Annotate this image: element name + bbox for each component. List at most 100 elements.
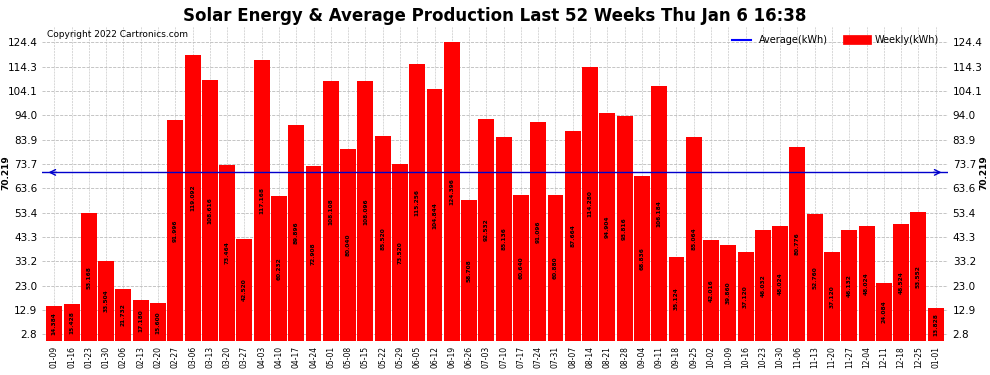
Text: 48.024: 48.024 [864,272,869,295]
Text: 72.908: 72.908 [311,242,316,265]
Text: 93.816: 93.816 [622,217,627,240]
Bar [392,165,408,341]
Bar [444,42,459,341]
Bar [167,120,183,341]
Bar [306,166,322,341]
Bar [63,304,79,341]
Bar [409,64,425,341]
Text: 89.896: 89.896 [294,222,299,245]
Text: 70.219: 70.219 [979,155,989,190]
Bar [531,122,546,341]
Bar [755,231,771,341]
Text: 35.124: 35.124 [674,287,679,310]
Bar [513,195,529,341]
Bar [876,283,892,341]
Bar [807,214,823,341]
Text: 91.996: 91.996 [173,219,178,242]
Bar [617,116,633,341]
Text: 108.616: 108.616 [207,197,212,224]
Text: 15.600: 15.600 [155,311,160,333]
Bar [547,195,563,341]
Bar [341,149,356,341]
Bar [824,252,840,341]
Bar [288,125,304,341]
Text: 53.168: 53.168 [86,266,91,289]
Bar [323,81,339,341]
Bar [858,226,874,341]
Bar [911,212,927,341]
Text: 91.096: 91.096 [536,220,541,243]
Bar [686,137,702,341]
Bar [81,213,97,341]
Text: 87.664: 87.664 [570,224,575,247]
Bar [202,80,218,341]
Text: 33.504: 33.504 [104,290,109,312]
Text: 24.084: 24.084 [881,301,886,323]
Bar [133,300,148,341]
Text: 60.880: 60.880 [553,256,558,279]
Text: 13.828: 13.828 [934,313,939,336]
Text: 37.120: 37.120 [830,285,835,308]
Bar [427,89,443,341]
Bar [703,240,719,341]
Text: 68.836: 68.836 [640,247,644,270]
Text: 60.232: 60.232 [276,257,281,280]
Text: 46.032: 46.032 [760,274,765,297]
Text: 42.520: 42.520 [242,279,247,301]
Text: 94.904: 94.904 [605,216,610,238]
Bar [357,81,373,341]
Bar [789,147,806,341]
Text: 108.108: 108.108 [329,198,334,225]
Text: 42.016: 42.016 [709,279,714,302]
Bar [253,60,269,341]
Text: 53.552: 53.552 [916,265,921,288]
Text: 58.708: 58.708 [466,259,471,282]
Text: 17.180: 17.180 [139,309,144,332]
Bar [893,225,909,341]
Text: 48.024: 48.024 [778,272,783,295]
Text: 80.776: 80.776 [795,232,800,255]
Text: 124.396: 124.396 [449,178,454,205]
Bar [116,289,132,341]
Text: 73.520: 73.520 [397,242,403,264]
Text: 15.428: 15.428 [69,311,74,334]
Text: 115.256: 115.256 [415,189,420,216]
Text: 114.280: 114.280 [587,190,593,217]
Text: 108.096: 108.096 [363,198,368,225]
Text: 92.532: 92.532 [484,219,489,241]
Bar [184,55,201,341]
Bar [634,176,649,341]
Legend: Average(kWh), Weekly(kWh): Average(kWh), Weekly(kWh) [728,32,942,49]
Bar [478,119,494,341]
Bar [668,256,684,341]
Bar [98,261,114,341]
Text: 106.184: 106.184 [656,200,661,227]
Text: Copyright 2022 Cartronics.com: Copyright 2022 Cartronics.com [47,30,188,39]
Text: 48.524: 48.524 [899,271,904,294]
Text: 14.384: 14.384 [51,312,56,335]
Text: 104.844: 104.844 [432,202,437,228]
Bar [565,130,581,341]
Bar [738,252,753,341]
Text: 85.520: 85.520 [380,227,385,250]
Bar [721,245,737,341]
Bar [582,67,598,341]
Bar [496,136,512,341]
Bar [150,303,166,341]
Text: 73.464: 73.464 [225,242,230,264]
Bar [461,200,477,341]
Title: Solar Energy & Average Production Last 52 Weeks Thu Jan 6 16:38: Solar Energy & Average Production Last 5… [183,7,807,25]
Bar [271,196,287,341]
Bar [842,230,857,341]
Bar [772,226,788,341]
Text: 85.136: 85.136 [501,227,506,250]
Text: 119.092: 119.092 [190,185,195,211]
Bar [219,165,235,341]
Text: 52.760: 52.760 [812,266,817,289]
Text: 46.132: 46.132 [846,274,851,297]
Bar [651,86,667,341]
Text: 60.640: 60.640 [519,257,524,279]
Text: 117.168: 117.168 [259,187,264,214]
Text: 80.040: 80.040 [346,234,350,256]
Bar [47,306,62,341]
